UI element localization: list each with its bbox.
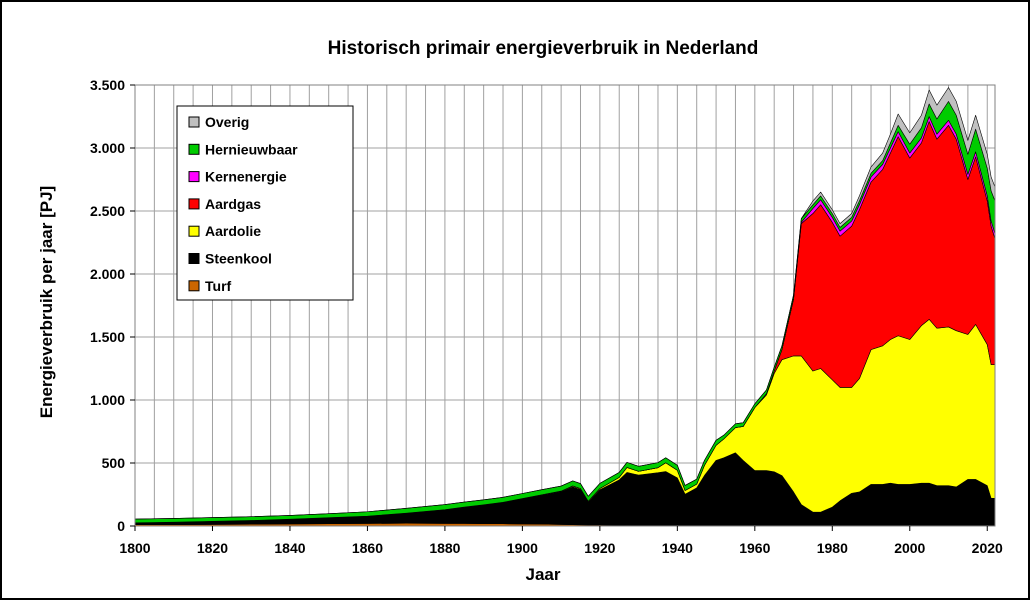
y-tick-label: 500 <box>102 455 126 471</box>
y-axis: 0 500 1.000 1.500 2.000 2.500 3.000 3.500 <box>90 77 135 534</box>
x-tick-label: 1820 <box>197 540 228 556</box>
x-tick-label: 1800 <box>119 540 150 556</box>
y-tick-label: 3.000 <box>90 140 125 156</box>
x-axis: 1800 1820 1840 1860 1880 1900 1920 1940 1960 1980… <box>119 526 1003 556</box>
legend-swatch-hernieuwbaar <box>188 143 200 155</box>
x-tick-label: 1960 <box>739 540 770 556</box>
x-tick-label: 2000 <box>894 540 925 556</box>
legend-label-turf: Turf <box>205 278 232 294</box>
legend: Overig Hernieuwbaar Kernenergie Aardgas Aard… <box>176 105 354 301</box>
y-tick-label: 2.000 <box>90 266 125 282</box>
legend-swatch-turf <box>188 280 200 292</box>
y-tick-label: 1.500 <box>90 329 125 345</box>
y-tick-label: 1.000 <box>90 392 125 408</box>
chart-title: Historisch primair energieverbruik in Ne… <box>328 38 759 59</box>
y-tick-label: 0 <box>117 518 125 534</box>
legend-label-overig: Overig <box>205 114 249 130</box>
y-axis-label: Energieverbruik per jaar [PJ] <box>37 186 56 418</box>
legend-label-kernenergie: Kernenergie <box>205 169 287 185</box>
x-axis-label: Jaar <box>526 565 561 584</box>
legend-label-steenkool: Steenkool <box>205 251 272 267</box>
plot-border <box>134 84 996 527</box>
x-tick-label: 1860 <box>352 540 383 556</box>
x-tick-label: 1900 <box>507 540 538 556</box>
legend-swatch-steenkool <box>188 253 200 264</box>
x-tick-label: 1920 <box>584 540 615 556</box>
legend-label-aardgas: Aardgas <box>205 196 261 212</box>
legend-swatch-overig <box>188 116 200 128</box>
y-tick-label: 2.500 <box>90 203 125 219</box>
y-tick-label: 3.500 <box>90 77 125 93</box>
legend-swatch-aardolie <box>188 225 200 237</box>
legend-label-hernieuwbaar: Hernieuwbaar <box>205 141 298 157</box>
x-tick-label: 1880 <box>429 540 460 556</box>
legend-box <box>176 105 354 301</box>
legend-swatch-aardgas <box>188 198 200 210</box>
legend-swatch-kernenergie <box>188 171 200 183</box>
legend-label-aardolie: Aardolie <box>205 223 261 239</box>
x-tick-label: 1840 <box>274 540 305 556</box>
x-tick-label: 1980 <box>817 540 848 556</box>
x-tick-label: 1940 <box>662 540 693 556</box>
x-tick-label: 2020 <box>972 540 1003 556</box>
